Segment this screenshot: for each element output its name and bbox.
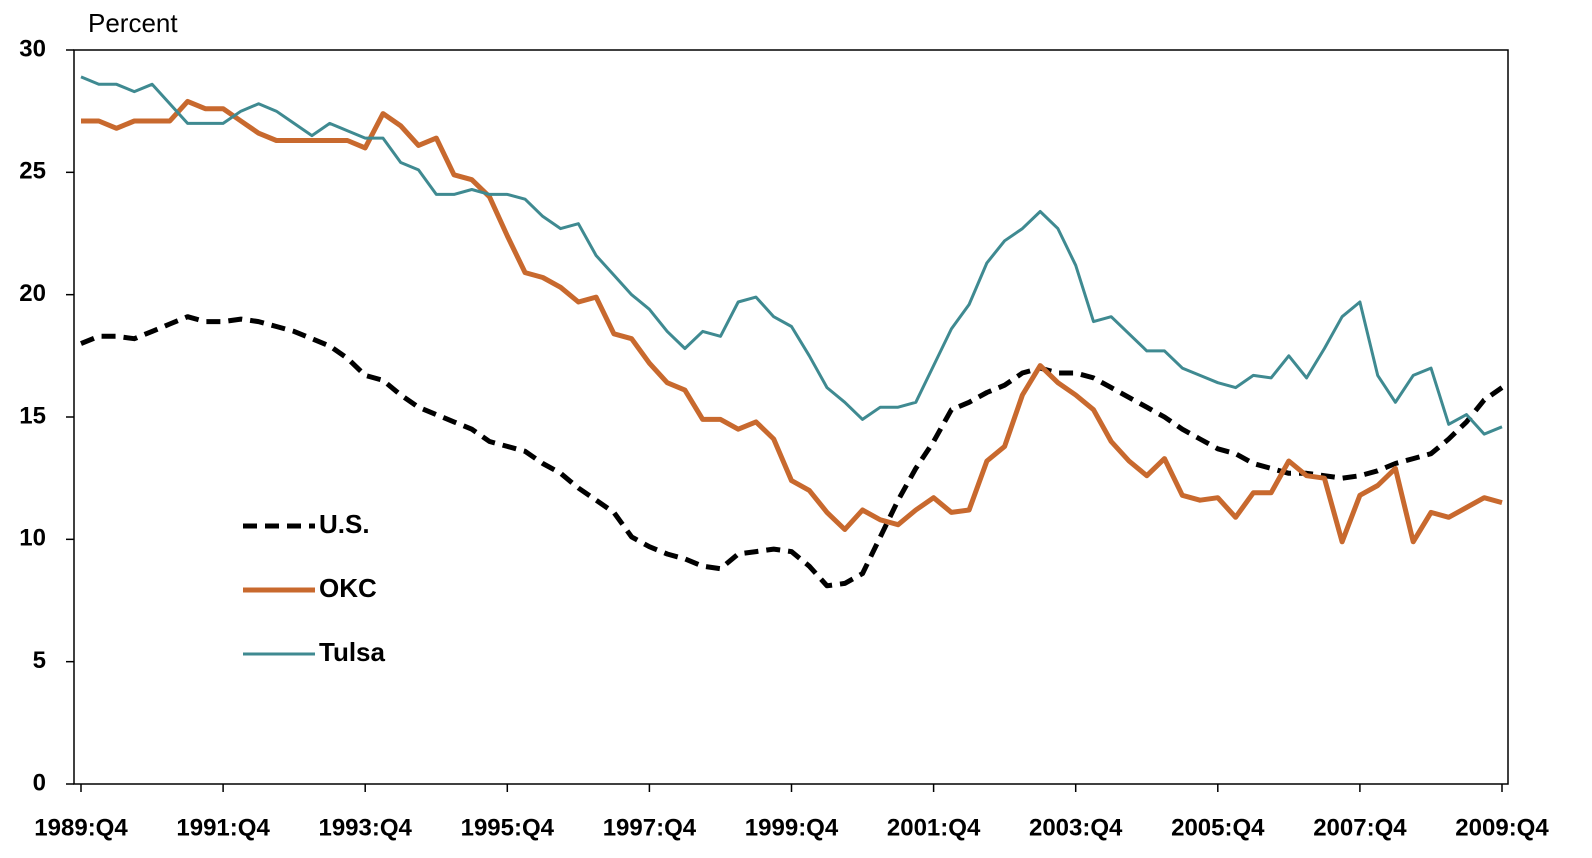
- x-tick-label: 2007:Q4: [1313, 814, 1407, 841]
- plot-frame: [73, 49, 1509, 785]
- legend-label: Tulsa: [319, 637, 386, 667]
- y-tick-label: 10: [19, 525, 46, 552]
- y-tick-label: 5: [33, 647, 46, 674]
- series-line: [80, 75, 1503, 436]
- y-tick-label: 25: [19, 158, 46, 185]
- x-tick-label: 2001:Q4: [887, 814, 981, 841]
- x-tick-label: 1999:Q4: [745, 814, 839, 841]
- x-tick-label: 2005:Q4: [1171, 814, 1265, 841]
- series-line: [81, 98, 1503, 545]
- x-tick-label: 1997:Q4: [603, 814, 697, 841]
- y-tick-label: 15: [19, 402, 46, 429]
- y-tick-label: 0: [33, 769, 46, 796]
- x-tick-label: 1995:Q4: [461, 814, 555, 841]
- y-tick-label: 20: [19, 280, 46, 307]
- x-tick-label: 1991:Q4: [176, 814, 270, 841]
- legend-label: U.S.: [319, 509, 370, 539]
- series-line: [80, 314, 1504, 589]
- x-tick-label: 1993:Q4: [318, 814, 412, 841]
- y-tick-label: 30: [19, 35, 46, 62]
- y-axis-label: Percent: [88, 8, 178, 38]
- x-tick-label: 2009:Q4: [1455, 814, 1549, 841]
- legend-label: OKC: [319, 573, 377, 603]
- x-tick-label: 1989:Q4: [34, 814, 128, 841]
- x-tick-label: 2003:Q4: [1029, 814, 1123, 841]
